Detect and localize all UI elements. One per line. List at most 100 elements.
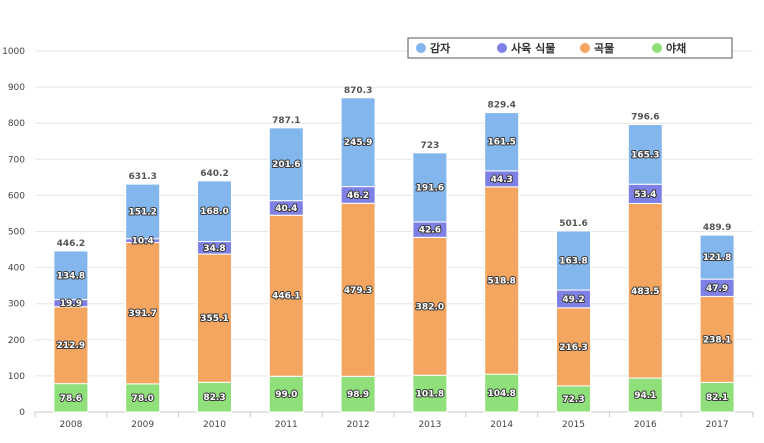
legend-marker	[497, 43, 507, 53]
bar-segment[interactable]	[556, 307, 591, 387]
x-tick-label: 2011	[275, 420, 298, 430]
bar-segment[interactable]	[125, 183, 161, 240]
bar-segment[interactable]	[412, 374, 448, 413]
bar-segment[interactable]	[197, 381, 232, 413]
segment-value-label: 212.9	[57, 341, 85, 351]
segment-value-label: 238.1	[703, 335, 731, 345]
legend-item-label[interactable]: 감자	[430, 41, 451, 55]
bar-total-label: 446.2	[57, 239, 85, 249]
bar-segment[interactable]	[412, 236, 448, 376]
segment-value-label: 151.2	[128, 207, 156, 217]
y-tick-label: 200	[8, 336, 25, 346]
bar-total-label: 787.1	[272, 116, 300, 126]
data-labels: 78.6 212.9 19.9 134.8 446.2 78.0 391.7 10.4 151.…	[56, 86, 733, 406]
segment-value-label: 168.0	[200, 207, 228, 217]
segment-value-label: 355.1	[200, 314, 228, 324]
bar-segment[interactable]	[268, 375, 304, 413]
y-tick-label: 600	[8, 191, 25, 201]
bar-segment[interactable]	[125, 241, 161, 385]
segment-value-label: 245.9	[344, 138, 372, 148]
bar-segment[interactable]	[53, 250, 89, 301]
segment-value-label: 483.5	[631, 287, 659, 297]
bar-total-label: 870.3	[344, 86, 372, 96]
bar-segment[interactable]	[627, 202, 663, 379]
segment-value-label: 47.9	[706, 284, 728, 294]
bar-segment[interactable]	[125, 383, 161, 413]
y-tick-label: 0	[19, 408, 25, 418]
segment-value-label: 134.8	[57, 271, 85, 281]
bar-segment[interactable]	[53, 306, 89, 385]
x-tick-label: 2009	[131, 420, 154, 430]
bar-segment[interactable]	[556, 230, 591, 291]
bar-segment[interactable]	[699, 234, 735, 280]
segment-value-label: 201.6	[272, 160, 300, 170]
segment-value-label: 78.6	[60, 394, 82, 404]
bar-segment[interactable]	[268, 214, 304, 377]
bar-total-label: 640.2	[200, 169, 228, 179]
segment-value-label: 101.8	[416, 390, 444, 400]
bar-segment[interactable]	[412, 152, 448, 223]
segment-value-label: 78.0	[132, 394, 154, 404]
x-tick-label: 2017	[706, 420, 729, 430]
bar-total-label: 501.6	[559, 219, 587, 229]
x-tick-label: 2008	[59, 420, 82, 430]
legend-marker	[652, 43, 662, 53]
segment-value-label: 49.2	[562, 295, 584, 305]
bar-total-label: 829.4	[487, 101, 515, 111]
y-tick-label: 1000	[2, 47, 25, 57]
x-tick-label: 2010	[203, 420, 226, 430]
x-tick-label: 2012	[347, 420, 370, 430]
segment-value-label: 98.9	[347, 390, 369, 400]
segment-value-label: 161.5	[487, 138, 515, 148]
bar-segment[interactable]	[484, 186, 520, 375]
segment-value-label: 19.9	[60, 299, 82, 309]
legend-item-label[interactable]: 곡물	[594, 42, 614, 55]
segment-value-label: 104.8	[487, 389, 515, 399]
y-tick-label: 800	[8, 119, 25, 129]
segment-value-label: 44.3	[491, 175, 513, 185]
bar-segment[interactable]	[340, 202, 376, 377]
segment-value-label: 82.3	[203, 393, 225, 403]
bar-segment[interactable]	[197, 180, 232, 243]
bar-segment[interactable]	[197, 253, 232, 383]
y-tick-label: 100	[8, 372, 25, 382]
bar-segment[interactable]	[53, 383, 89, 413]
legend-marker	[416, 43, 426, 53]
legend-marker	[580, 43, 590, 53]
bar-segment[interactable]	[340, 97, 376, 188]
segment-value-label: 163.8	[559, 256, 587, 266]
bar-segment[interactable]	[699, 295, 735, 383]
segment-value-label: 94.1	[634, 391, 656, 401]
y-tick-label: 500	[8, 228, 25, 238]
bar-total-label: 796.6	[631, 113, 659, 123]
bar-segment[interactable]	[484, 373, 520, 413]
bar-segment[interactable]	[340, 375, 376, 413]
segment-value-label: 446.1	[272, 292, 300, 302]
segment-value-label: 10.4	[132, 237, 154, 247]
bar-total-label: 723	[421, 141, 440, 151]
x-tick-label: 2014	[490, 420, 513, 430]
segment-value-label: 46.2	[347, 191, 369, 201]
segment-value-label: 165.3	[631, 150, 659, 160]
bar-segment[interactable]	[627, 124, 663, 185]
segment-value-label: 42.6	[419, 226, 441, 236]
x-tick-label: 2015	[562, 420, 585, 430]
segment-value-label: 391.7	[128, 309, 156, 319]
segment-value-label: 34.8	[203, 244, 225, 254]
y-tick-label: 300	[8, 300, 25, 310]
segment-value-label: 72.3	[562, 395, 584, 405]
segment-value-label: 99.0	[275, 390, 297, 400]
bar-segment[interactable]	[268, 127, 304, 202]
segment-value-label: 518.8	[487, 277, 515, 287]
bar-segment[interactable]	[484, 112, 520, 172]
legend-item-label[interactable]: 사육 식물	[511, 41, 555, 55]
segment-value-label: 382.0	[416, 302, 444, 312]
segment-value-label: 216.3	[559, 343, 587, 353]
y-tick-label: 900	[8, 83, 25, 93]
y-tick-label: 400	[8, 264, 25, 274]
bar-total-label: 631.3	[128, 172, 156, 182]
legend[interactable]: 감자 사육 식물 곡물 야채	[407, 37, 733, 59]
segment-value-label: 191.6	[416, 183, 444, 193]
legend-item-label[interactable]: 야채	[666, 41, 686, 55]
